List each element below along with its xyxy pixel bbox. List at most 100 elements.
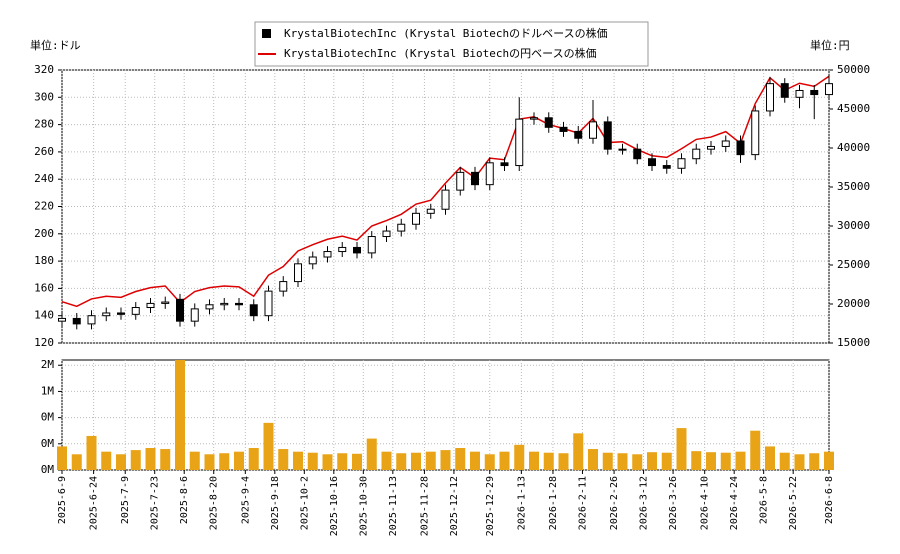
y-tick-label: 280: [34, 118, 54, 131]
volume-bar: [765, 446, 775, 470]
volume-bar: [57, 446, 67, 470]
candle-body: [648, 158, 656, 167]
candle-body: [692, 148, 701, 160]
candle-body: [603, 121, 612, 150]
volume-bar: [440, 450, 451, 470]
candle-body: [338, 246, 347, 253]
candle-body: [397, 223, 406, 232]
y2-tick-label: 30000: [837, 219, 870, 232]
candle-body: [456, 171, 465, 191]
volume-bar: [706, 452, 716, 470]
y-axis-label: 単位:ドル: [30, 38, 81, 52]
y-tick-label: 320: [34, 63, 54, 76]
candle-body: [367, 236, 376, 254]
volume-bar: [396, 453, 407, 470]
volume-bar: [175, 360, 185, 470]
y2-tick-label: 45000: [837, 102, 870, 115]
volume-bar: [189, 451, 200, 470]
volume-bar: [322, 454, 333, 470]
volume-bar: [86, 435, 97, 470]
y2-tick-label: 35000: [837, 180, 870, 193]
candle-body: [87, 315, 96, 325]
x-tick-label: 2026-1-28: [548, 476, 559, 530]
candle-body: [441, 189, 450, 210]
x-tick-label: 2025-6-24: [89, 476, 100, 530]
x-tick-label: 2026-3-12: [639, 476, 650, 530]
candle-body: [471, 171, 479, 186]
candle-body: [308, 256, 317, 265]
candle-body: [825, 83, 833, 96]
legend: [254, 21, 649, 67]
candle-body: [618, 148, 627, 151]
candle-body: [810, 89, 819, 96]
volume-bar: [248, 448, 259, 470]
candle-body: [780, 83, 789, 98]
volume-tick-label: 0M: [41, 437, 55, 450]
x-tick-label: 2026-5-22: [788, 476, 799, 530]
volume-bar: [632, 454, 643, 470]
candle-body: [515, 118, 524, 167]
candle-body: [235, 302, 243, 306]
candle-body: [117, 312, 125, 315]
legend-swatch: [262, 29, 271, 38]
y2-axis-label: 単位:円: [810, 38, 850, 52]
x-tick-label: 2025-10-16: [329, 476, 340, 536]
x-tick-label: 2025-7-9: [120, 476, 131, 524]
volume-bar: [411, 452, 421, 470]
candle-body: [249, 304, 258, 317]
x-tick-label: 2026-1-13: [516, 476, 527, 530]
candle-body: [574, 130, 583, 139]
volume-bar: [750, 430, 761, 470]
y2-tick-label: 15000: [837, 336, 870, 349]
volume-bar: [470, 451, 480, 470]
y-tick-label: 260: [34, 145, 54, 158]
y2-tick-label: 25000: [837, 258, 870, 271]
volume-bar: [558, 453, 569, 470]
volume-bar: [293, 451, 303, 470]
volume-bar: [381, 451, 392, 470]
volume-bar: [720, 452, 731, 470]
candle-body: [707, 145, 715, 150]
volume-bar: [263, 422, 274, 470]
x-tick-label: 2025-11-13: [388, 476, 399, 536]
candle-body: [131, 307, 140, 315]
y-tick-label: 120: [34, 336, 54, 349]
candle-body: [102, 312, 111, 317]
candle-body: [279, 281, 288, 292]
candle-body: [751, 110, 760, 156]
legend-label: KrystalBiotechInc (Krystal Biotechのドルベース…: [284, 26, 608, 40]
candle-body: [412, 212, 420, 225]
volume-bar: [543, 452, 554, 470]
volume-bar: [219, 453, 230, 470]
x-tick-label: 2026-4-24: [729, 476, 740, 530]
volume-bar: [617, 453, 628, 470]
candle-body: [72, 317, 81, 325]
x-tick-label: 2025-10-30: [358, 476, 369, 536]
volume-bar: [366, 438, 377, 470]
candle-body: [426, 208, 435, 214]
candle-body: [382, 230, 391, 238]
x-tick-label: 2025-6-9: [57, 476, 68, 524]
volume-bar: [735, 451, 746, 470]
legend-label: KrystalBiotechInc (Krystal Biotechの円ベースの…: [284, 46, 597, 60]
x-tick-label: 2026-6-8: [824, 476, 835, 524]
y-tick-label: 180: [34, 254, 54, 267]
candle-body: [205, 304, 214, 310]
volume-tick-label: 0M: [41, 463, 55, 476]
candle-body: [589, 121, 597, 139]
candle-body: [294, 263, 302, 283]
x-tick-label: 2025-12-12: [449, 476, 460, 536]
x-tick-label: 2025-7-23: [150, 476, 161, 530]
x-tick-label: 2025-10-2: [299, 476, 310, 530]
volume-bar: [499, 451, 510, 470]
x-tick-label: 2025-8-6: [179, 476, 190, 524]
volume-bar: [779, 452, 790, 470]
candle-body: [721, 140, 730, 147]
volume-bar: [307, 452, 318, 470]
volume-bar: [71, 454, 82, 470]
volume-bar: [794, 454, 805, 470]
y-tick-label: 220: [34, 200, 54, 213]
volume-bar: [160, 449, 171, 470]
volume-bar: [691, 451, 702, 470]
